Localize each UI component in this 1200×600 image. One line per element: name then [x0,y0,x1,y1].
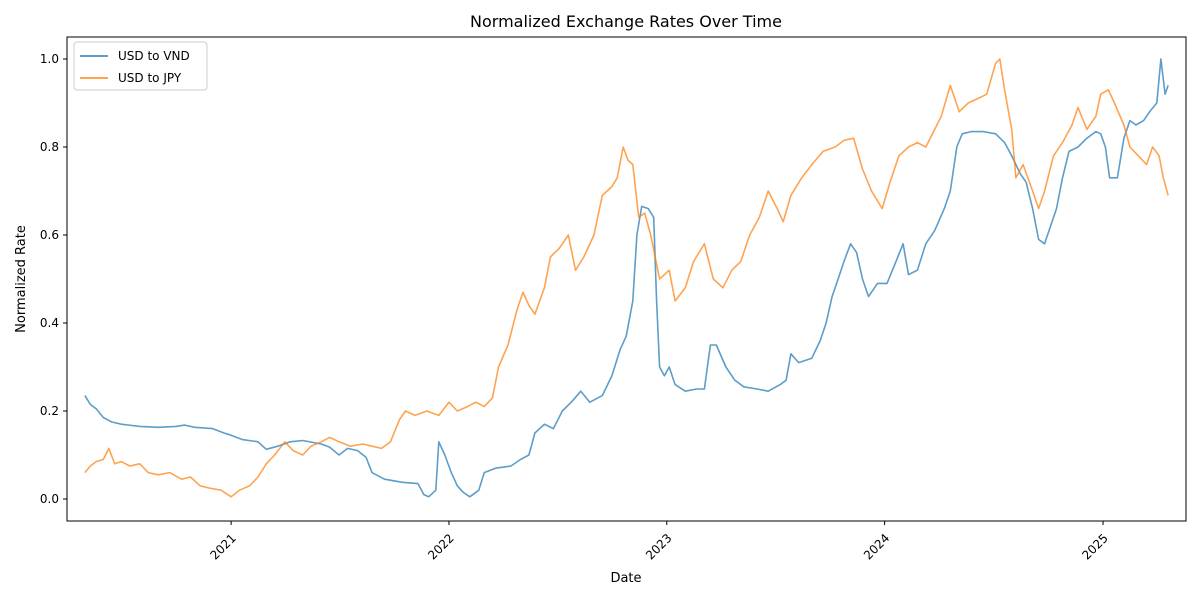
legend: USD to VND USD to JPY [73,41,208,91]
x-tick-label: 2022 [425,531,456,562]
legend-label: USD to JPY [118,71,182,85]
y-tick-label: 0.6 [40,228,59,242]
x-axis-label: Date [610,571,641,586]
x-tick-label: 2021 [207,531,238,562]
plot-area [84,58,1169,498]
y-tick-label: 0.0 [40,492,59,506]
y-axis-label: Normalized Rate [14,225,29,333]
series-line-usd-jpy [84,58,1169,498]
x-tick-label: 2023 [643,531,674,562]
y-tick-label: 1.0 [40,52,59,66]
plot-frame [66,36,1187,522]
x-axis: 2021 2022 2023 2024 2025 [207,521,1111,562]
chart-title: Normalized Exchange Rates Over Time [470,12,782,31]
x-tick-label: 2024 [861,531,892,562]
legend-label: USD to VND [118,49,190,63]
y-tick-label: 0.8 [40,140,59,154]
y-axis: 0.0 0.2 0.4 0.6 0.8 1.0 [40,52,67,506]
y-tick-label: 0.4 [40,316,59,330]
y-tick-label: 0.2 [40,404,59,418]
x-tick-label: 2025 [1079,531,1110,562]
series-line-usd-vnd [84,58,1169,498]
